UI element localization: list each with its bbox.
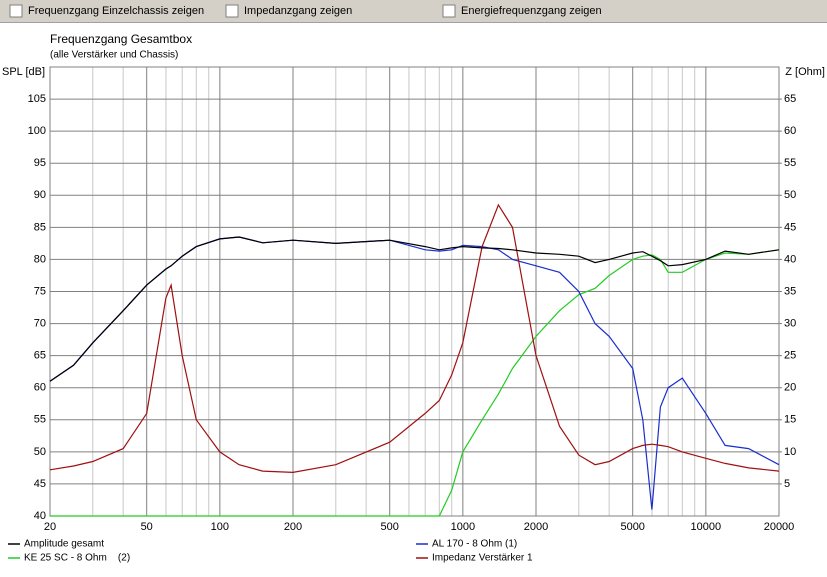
y-tick-label: 55: [34, 414, 46, 426]
x-tick-label: 20000: [764, 521, 795, 533]
legend-label: Impedanz Verstärker 1: [432, 553, 533, 564]
x-tick-label: 10000: [691, 521, 722, 533]
checkbox[interactable]: [442, 4, 456, 18]
y2-tick-label: 20: [784, 382, 796, 394]
x-tick-label: 1000: [451, 521, 475, 533]
y2-tick-label: 25: [784, 350, 796, 362]
x-tick-label: 200: [284, 521, 302, 533]
y2-tick-label: 35: [784, 285, 796, 297]
y-tick-label: 95: [34, 157, 46, 169]
y-tick-label: 75: [34, 285, 46, 297]
y2-tick-label: 40: [784, 253, 796, 265]
x-tick-label: 100: [211, 521, 229, 533]
checkbox[interactable]: [225, 4, 239, 18]
series-line: [49, 236, 780, 382]
chart-subtitle: (alle Verstärker und Chassis): [50, 50, 178, 61]
series-line: [49, 203, 780, 474]
toolbar: [0, 0, 827, 23]
y-tick-label: 45: [34, 478, 46, 490]
series-line: [50, 249, 780, 517]
y-tick-label: 90: [34, 189, 46, 201]
x-tick-label: 20: [44, 521, 56, 533]
y2-tick-label: 5: [784, 478, 790, 490]
y2-tick-label: 65: [784, 93, 796, 105]
checkbox-label[interactable]: Frequenzgang Einzelchassis zeigen: [28, 5, 204, 17]
y-tick-label: 105: [28, 93, 46, 105]
legend-label: KE 25 SC - 8 Ohm (2): [24, 553, 130, 564]
y-tick-label: 60: [34, 382, 46, 394]
x-tick-label: 2000: [524, 521, 548, 533]
y-tick-label: 70: [34, 317, 46, 329]
y-tick-label: 85: [34, 221, 46, 233]
legend-label: Amplitude gesamt: [24, 539, 104, 550]
x-tick-label: 5000: [620, 521, 644, 533]
checkbox-label[interactable]: Impedanzgang zeigen: [244, 5, 352, 17]
y2-tick-label: 15: [784, 414, 796, 426]
y2-tick-label: 60: [784, 125, 796, 137]
checkbox[interactable]: [9, 4, 23, 18]
y2-tick-label: 30: [784, 317, 796, 329]
y-tick-label: 40: [34, 510, 46, 522]
x-tick-label: 500: [381, 521, 399, 533]
y-tick-label: 100: [28, 125, 46, 137]
chart-title: Frequenzgang Gesamtbox: [50, 32, 192, 46]
y-axis-label: SPL [dB]: [2, 66, 45, 78]
legend-label: AL 170 - 8 Ohm (1): [432, 539, 517, 550]
x-tick-label: 50: [141, 521, 153, 533]
y2-axis-label: Z [Ohm]: [785, 66, 825, 78]
y2-tick-label: 50: [784, 189, 796, 201]
y2-tick-label: 45: [784, 221, 796, 233]
y2-tick-label: 10: [784, 446, 796, 458]
checkbox-label[interactable]: Energiefrequenzgang zeigen: [461, 5, 602, 17]
y-tick-label: 65: [34, 350, 46, 362]
y-tick-label: 80: [34, 253, 46, 265]
y-tick-label: 50: [34, 446, 46, 458]
y2-tick-label: 55: [784, 157, 796, 169]
